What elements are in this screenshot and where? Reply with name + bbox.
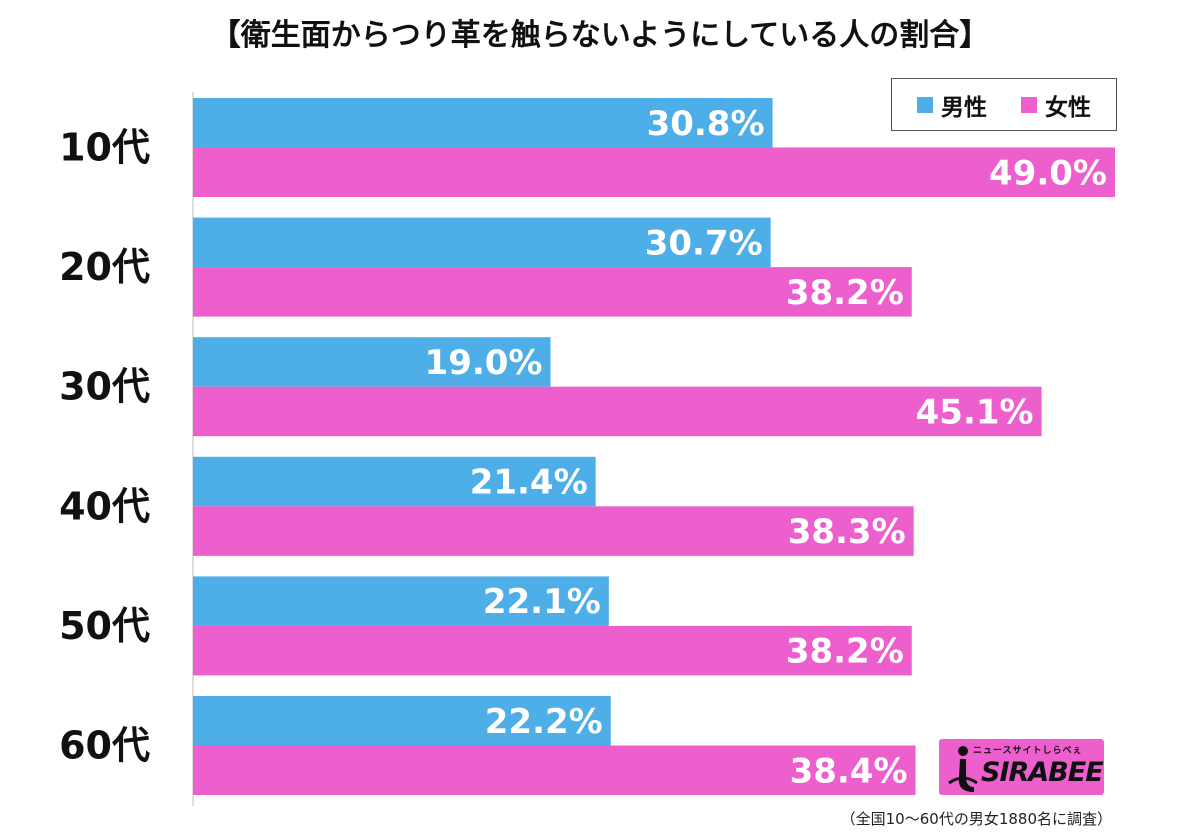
legend-swatch-female <box>1021 96 1037 113</box>
category-label: 60代 <box>59 724 150 768</box>
data-label: 30.8% <box>647 104 765 144</box>
logo-tagline: ニュースサイトしらべぇ <box>973 746 1083 756</box>
bar-female <box>193 386 1042 437</box>
bar-female <box>193 625 912 676</box>
data-label: 22.1% <box>483 582 601 622</box>
data-label: 45.1% <box>916 392 1034 432</box>
category-label: 20代 <box>59 245 150 289</box>
category-label: 30代 <box>59 365 150 409</box>
data-label: 49.0% <box>989 153 1107 193</box>
bar-male <box>193 696 611 746</box>
legend-label-male: 男性 <box>941 94 987 121</box>
legend-swatch-male <box>917 96 933 113</box>
sirabee-logo: ニュースサイトしらべぇ SIRABEE <box>939 739 1104 795</box>
logo-mark-icon <box>948 746 978 792</box>
logo-wordmark: SIRABEE <box>981 757 1104 788</box>
data-label: 38.2% <box>786 632 904 672</box>
bar-male <box>193 456 596 507</box>
bar-female <box>193 506 914 556</box>
data-label: 38.3% <box>788 512 906 552</box>
survey-footnote: （全国10〜60代の男女1880名に調査） <box>840 810 1112 828</box>
legend-item-female: 女性 <box>1021 88 1091 122</box>
bar-male <box>193 337 551 387</box>
category-label: 50代 <box>59 604 150 648</box>
bar-female <box>193 267 912 317</box>
bar-male <box>193 98 773 148</box>
data-label: 19.0% <box>425 343 543 383</box>
data-label: 38.4% <box>790 751 908 791</box>
bar-male <box>193 576 609 626</box>
category-label: 40代 <box>59 484 150 528</box>
data-label: 21.4% <box>470 463 588 503</box>
bar-female <box>193 745 916 795</box>
legend-item-male: 男性 <box>917 88 987 122</box>
legend: 男性 女性 <box>891 78 1117 131</box>
bar-male <box>193 217 771 268</box>
bar-female <box>193 147 1115 197</box>
bars-group: 30.8% 49.0% 30.7% 38.2% 19.0% 45.1% 21.4% 38.3%… <box>193 98 1115 795</box>
legend-label-female: 女性 <box>1045 94 1091 121</box>
data-label: 22.2% <box>485 702 603 742</box>
chart-title: 【衛生面からつり革を触らないようにしている人の割合】 <box>210 18 990 53</box>
category-label: 10代 <box>59 126 150 170</box>
data-label: 30.7% <box>645 223 763 263</box>
data-label: 38.2% <box>786 273 904 313</box>
